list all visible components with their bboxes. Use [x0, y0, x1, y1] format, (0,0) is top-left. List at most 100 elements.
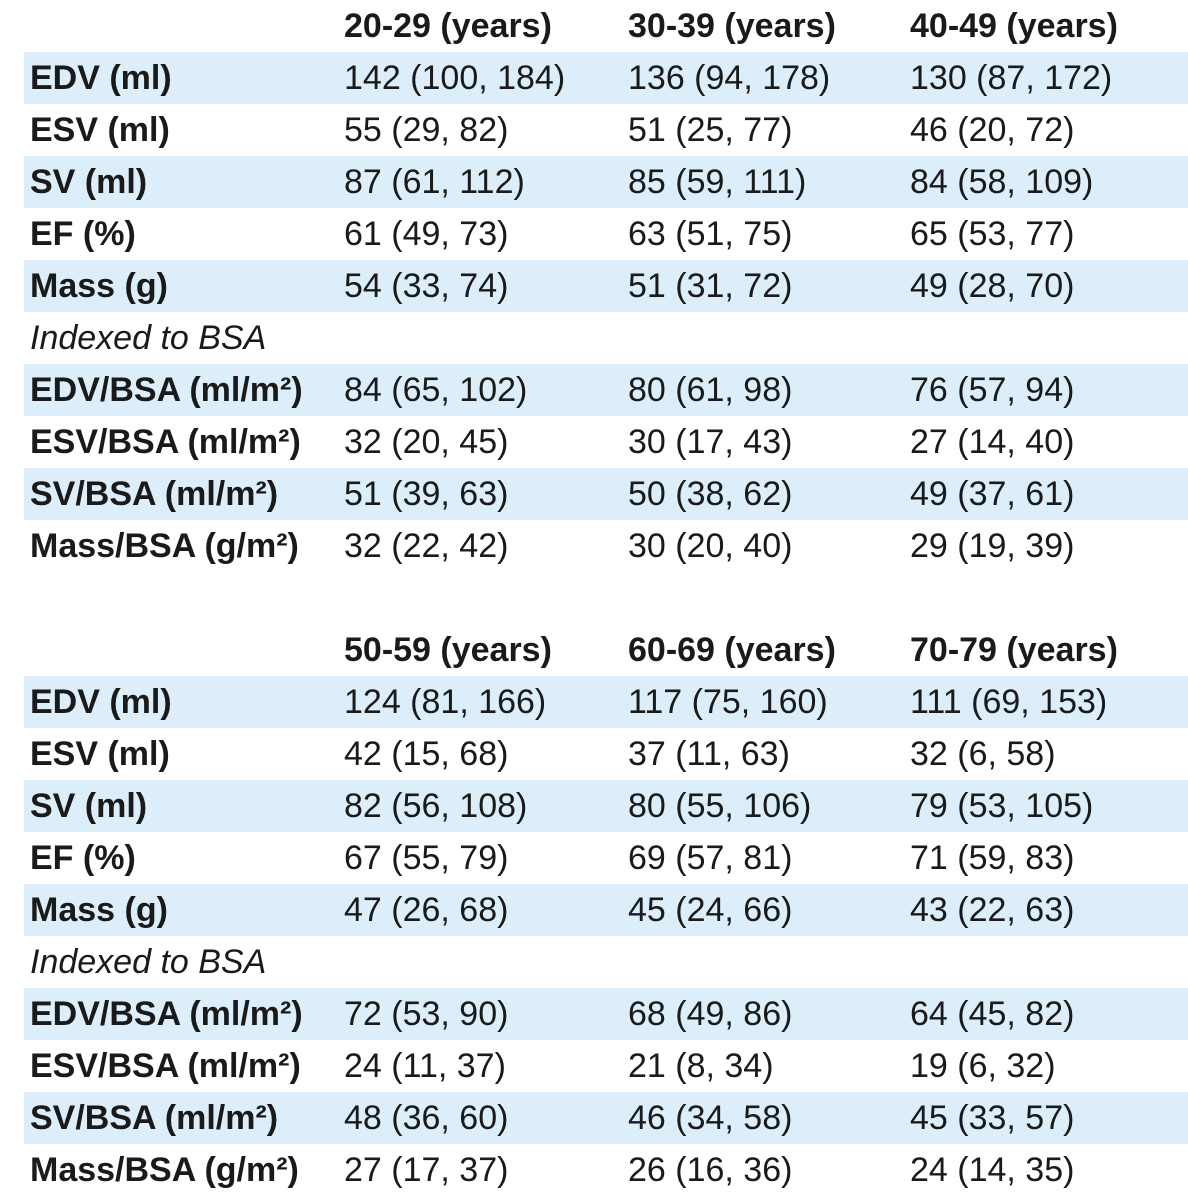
row-label: Mass (g) — [30, 890, 168, 929]
column-header: 60-69 (years) — [628, 630, 836, 669]
section-label: Indexed to BSA — [30, 318, 267, 357]
row-label: ESV (ml) — [30, 734, 170, 773]
table-cell: 46 (34, 58) — [628, 1098, 793, 1137]
table-cell: 63 (51, 75) — [628, 214, 793, 253]
column-header: 30-39 (years) — [628, 6, 836, 45]
table-row: SV/BSA (ml/m²) 48 (36, 60) 46 (34, 58) 4… — [24, 1092, 1188, 1144]
table-header-row: 50-59 (years) 60-69 (years) 70-79 (years… — [24, 624, 1188, 676]
table-row: EDV (ml) 124 (81, 166) 117 (75, 160) 111… — [24, 676, 1188, 728]
row-label: ESV (ml) — [30, 110, 170, 149]
table-cell: 142 (100, 184) — [344, 58, 566, 97]
row-label: SV (ml) — [30, 162, 148, 201]
table-row: ESV (ml) 42 (15, 68) 37 (11, 63) 32 (6, … — [24, 728, 1188, 780]
table-row: Mass/BSA (g/m²) 32 (22, 42) 30 (20, 40) … — [24, 520, 1188, 572]
table-cell: 76 (57, 94) — [910, 370, 1075, 409]
table-cell: 27 (17, 37) — [344, 1150, 509, 1189]
table-cell: 32 (20, 45) — [344, 422, 509, 461]
table-cell: 79 (53, 105) — [910, 786, 1094, 825]
table-row: ESV/BSA (ml/m²) 32 (20, 45) 30 (17, 43) … — [24, 416, 1188, 468]
section-label-row: Indexed to BSA — [24, 936, 1188, 988]
table-cell: 24 (14, 35) — [910, 1150, 1075, 1189]
table-cell: 49 (28, 70) — [910, 266, 1075, 305]
table-cell: 85 (59, 111) — [628, 162, 807, 201]
table-cell: 51 (25, 77) — [628, 110, 793, 149]
row-label: EDV (ml) — [30, 682, 172, 721]
table-cell: 30 (17, 43) — [628, 422, 793, 461]
table-row: Mass (g) 47 (26, 68) 45 (24, 66) 43 (22,… — [24, 884, 1188, 936]
table-cell: 29 (19, 39) — [910, 526, 1075, 565]
row-label: Mass/BSA (g/m²) — [30, 1150, 299, 1189]
table-cell: 68 (49, 86) — [628, 994, 793, 1033]
row-label: SV/BSA (ml/m²) — [30, 1098, 279, 1137]
table-row: EF (%) 67 (55, 79) 69 (57, 81) 71 (59, 8… — [24, 832, 1188, 884]
table-cell: 51 (39, 63) — [344, 474, 509, 513]
column-header: 20-29 (years) — [344, 6, 552, 45]
table-row: SV (ml) 87 (61, 112) 85 (59, 111) 84 (58… — [24, 156, 1188, 208]
section-label: Indexed to BSA — [30, 942, 267, 981]
table-cell: 80 (61, 98) — [628, 370, 793, 409]
table-cell: 71 (59, 83) — [910, 838, 1075, 877]
table-row: EDV/BSA (ml/m²) 72 (53, 90) 68 (49, 86) … — [24, 988, 1188, 1040]
table-row: Mass (g) 54 (33, 74) 51 (31, 72) 49 (28,… — [24, 260, 1188, 312]
table-cell: 130 (87, 172) — [910, 58, 1113, 97]
table-cell: 72 (53, 90) — [344, 994, 509, 1033]
table-cell: 65 (53, 77) — [910, 214, 1075, 253]
table-cell: 42 (15, 68) — [344, 734, 509, 773]
table-cell: 24 (11, 37) — [344, 1046, 506, 1085]
table-cell: 136 (94, 178) — [628, 58, 831, 97]
row-label: ESV/BSA (ml/m²) — [30, 422, 301, 461]
table-cell: 30 (20, 40) — [628, 526, 793, 565]
table-cell: 82 (56, 108) — [344, 786, 528, 825]
table-cell: 87 (61, 112) — [344, 162, 525, 201]
row-label: EF (%) — [30, 214, 136, 253]
table-cell: 26 (16, 36) — [628, 1150, 793, 1189]
table-cell: 51 (31, 72) — [628, 266, 793, 305]
row-label: SV/BSA (ml/m²) — [30, 474, 279, 513]
table-cell: 27 (14, 40) — [910, 422, 1075, 461]
table-cell: 117 (75, 160) — [628, 682, 828, 721]
row-label: EDV/BSA (ml/m²) — [30, 994, 303, 1033]
table-row: SV/BSA (ml/m²) 51 (39, 63) 50 (38, 62) 4… — [24, 468, 1188, 520]
table-cell: 32 (22, 42) — [344, 526, 509, 565]
row-label: EDV (ml) — [30, 58, 172, 97]
table-cell: 55 (29, 82) — [344, 110, 509, 149]
row-label: EF (%) — [30, 838, 136, 877]
row-label: ESV/BSA (ml/m²) — [30, 1046, 301, 1085]
table-cell: 45 (33, 57) — [910, 1098, 1075, 1137]
row-label: Mass (g) — [30, 266, 168, 305]
table-cell: 80 (55, 106) — [628, 786, 812, 825]
section-label-row: Indexed to BSA — [24, 312, 1188, 364]
table-cell: 48 (36, 60) — [344, 1098, 509, 1137]
table-row: SV (ml) 82 (56, 108) 80 (55, 106) 79 (53… — [24, 780, 1188, 832]
table-cell: 47 (26, 68) — [344, 890, 509, 929]
table-cell: 49 (37, 61) — [910, 474, 1075, 513]
table-row: ESV/BSA (ml/m²) 24 (11, 37) 21 (8, 34) 1… — [24, 1040, 1188, 1092]
row-label: EDV/BSA (ml/m²) — [30, 370, 303, 409]
table-cell: 54 (33, 74) — [344, 266, 509, 305]
table-cell: 32 (6, 58) — [910, 734, 1056, 773]
table-cell: 19 (6, 32) — [910, 1046, 1056, 1085]
column-header: 50-59 (years) — [344, 630, 552, 669]
table-row: EDV/BSA (ml/m²) 84 (65, 102) 80 (61, 98)… — [24, 364, 1188, 416]
row-label: Mass/BSA (g/m²) — [30, 526, 299, 565]
column-header: 70-79 (years) — [910, 630, 1118, 669]
table-cell: 46 (20, 72) — [910, 110, 1075, 149]
table-cell: 84 (58, 109) — [910, 162, 1094, 201]
table-cell: 111 (69, 153) — [910, 682, 1108, 721]
table-cell: 124 (81, 166) — [344, 682, 547, 721]
table-header-row: 20-29 (years) 30-39 (years) 40-49 (years… — [24, 0, 1188, 52]
table-cell: 67 (55, 79) — [344, 838, 509, 877]
table-cell: 64 (45, 82) — [910, 994, 1075, 1033]
column-header: 40-49 (years) — [910, 6, 1118, 45]
table-row: ESV (ml) 55 (29, 82) 51 (25, 77) 46 (20,… — [24, 104, 1188, 156]
table-cell: 43 (22, 63) — [910, 890, 1075, 929]
table-cell: 21 (8, 34) — [628, 1046, 774, 1085]
table-row: EDV (ml) 142 (100, 184) 136 (94, 178) 13… — [24, 52, 1188, 104]
table-cell: 69 (57, 81) — [628, 838, 793, 877]
row-label: SV (ml) — [30, 786, 148, 825]
table-cell: 61 (49, 73) — [344, 214, 509, 253]
table-row: EF (%) 61 (49, 73) 63 (51, 75) 65 (53, 7… — [24, 208, 1188, 260]
table-cell: 37 (11, 63) — [628, 734, 790, 773]
table-row: Mass/BSA (g/m²) 27 (17, 37) 26 (16, 36) … — [24, 1144, 1188, 1196]
table-age-20-49: 20-29 (years) 30-39 (years) 40-49 (years… — [24, 0, 1188, 572]
